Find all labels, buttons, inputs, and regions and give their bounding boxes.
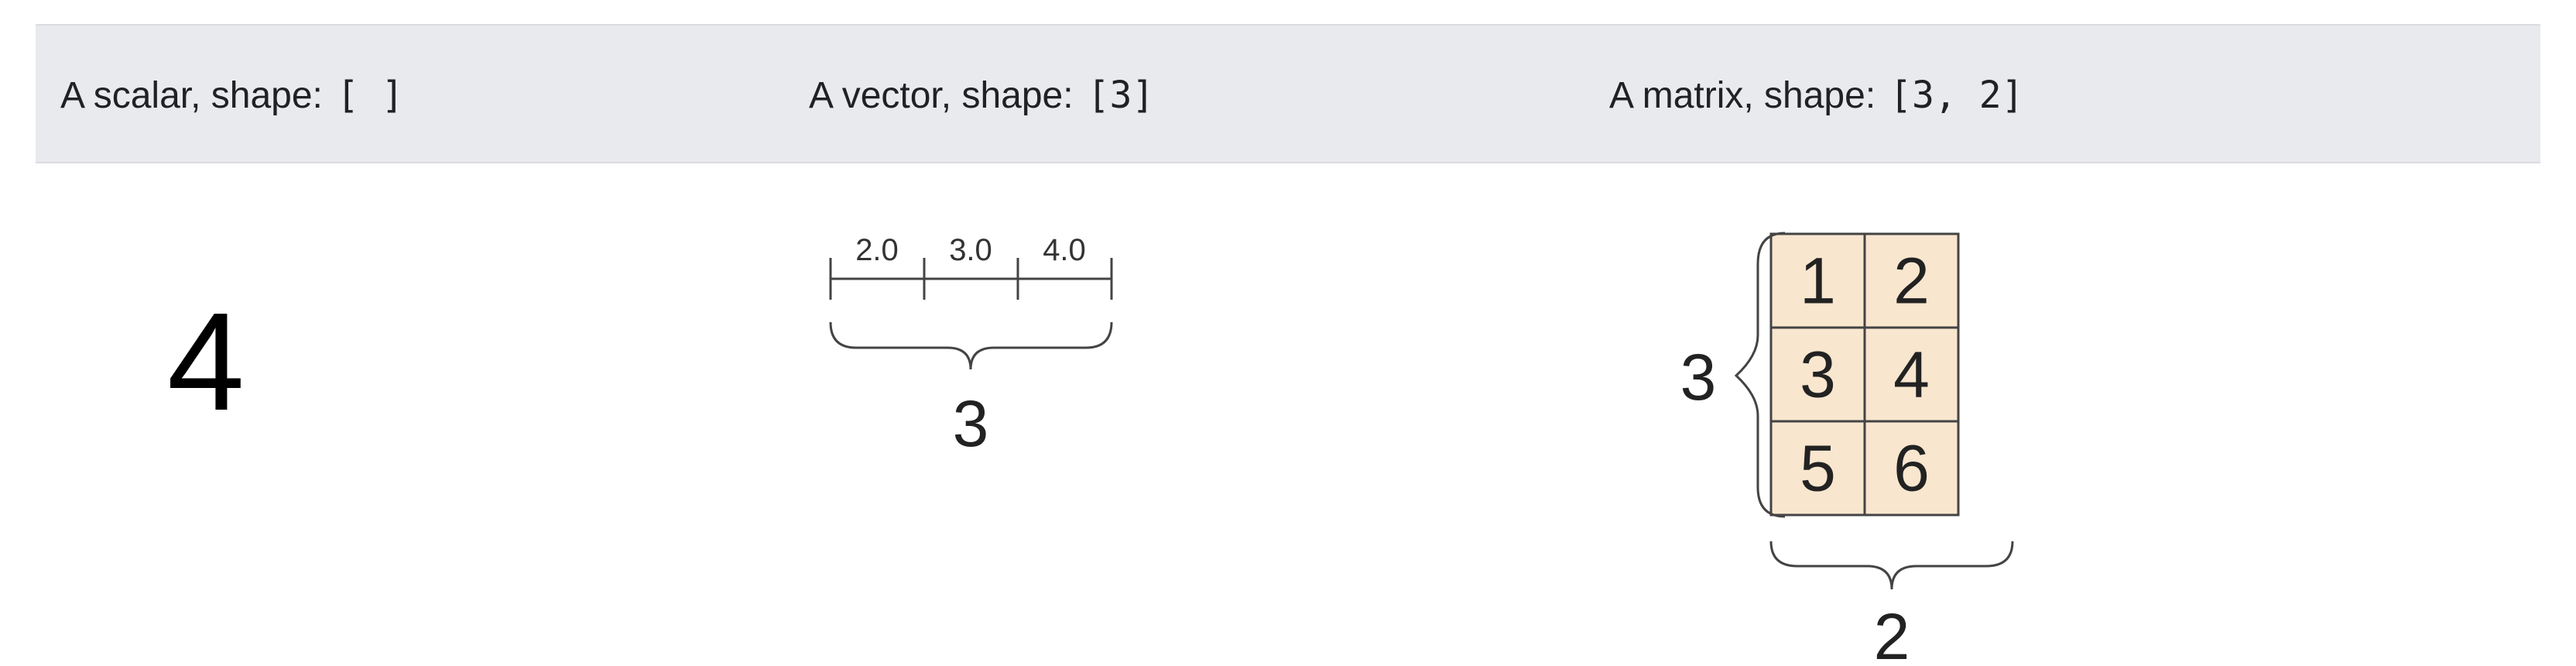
tensor-shape-table: A scalar, shape:[ ] A vector, shape: [3] … [36, 24, 2540, 666]
matrix-cell-box [1769, 232, 1866, 329]
matrix-cell-value: 5 [1800, 432, 1836, 505]
matrix-diagram: 1 23 45 6 3 2 [1680, 232, 2014, 666]
vector-value-label: 3.0 [949, 233, 992, 267]
matrix-cell-value: 2 [1893, 245, 1930, 318]
scalar-cell: 4 [36, 163, 779, 659]
header-scalar-shape: [ ] [336, 74, 404, 117]
scalar-value: 4 [167, 284, 245, 440]
matrix-cell-box [1863, 326, 1960, 423]
matrix-cell-value: 1 [1800, 245, 1836, 318]
header-scalar-label: A scalar, shape: [60, 75, 323, 116]
vector-cell: 2.0 3.0 4.0 3 [779, 163, 1553, 659]
header-matrix-shape: [3, 2] [1889, 74, 2024, 117]
vector-value-label: 2.0 [855, 233, 899, 267]
header-matrix: A matrix, shape: [3, 2] [1609, 72, 2024, 119]
matrix-grid: 1 23 45 6 [1769, 232, 1960, 517]
header-matrix-label: A matrix, shape: [1609, 75, 1876, 116]
matrix-cell-box [1769, 326, 1866, 423]
matrix-rows-brace [1734, 232, 1786, 518]
matrix-cols-brace [1769, 541, 2014, 590]
matrix-cell-box [1769, 420, 1866, 517]
matrix-rows-label: 3 [1680, 341, 1717, 414]
matrix-cell-value: 6 [1893, 432, 1930, 505]
header-scalar: A scalar, shape: [ ] [60, 72, 404, 119]
vector-value-label: 4.0 [1043, 233, 1086, 267]
header-vector-label: A vector, shape: [809, 75, 1074, 116]
header-vector: A vector, shape: [3] [809, 72, 1154, 119]
matrix-cell-value: 3 [1800, 338, 1836, 411]
table-header-row: A scalar, shape:[ ] A vector, shape: [3] … [36, 24, 2540, 163]
matrix-cols-label: 2 [1874, 600, 1910, 659]
vector-length-brace [829, 321, 1113, 370]
matrix-cell-box [1863, 420, 1960, 517]
header-vector-shape: [3] [1087, 74, 1155, 117]
scalar-diagram: 4 [167, 284, 245, 440]
vector-length-label: 3 [953, 387, 989, 460]
vector-diagram: 2.0 3.0 4.0 3 [829, 233, 1113, 460]
matrix-cell-value: 4 [1893, 338, 1930, 411]
